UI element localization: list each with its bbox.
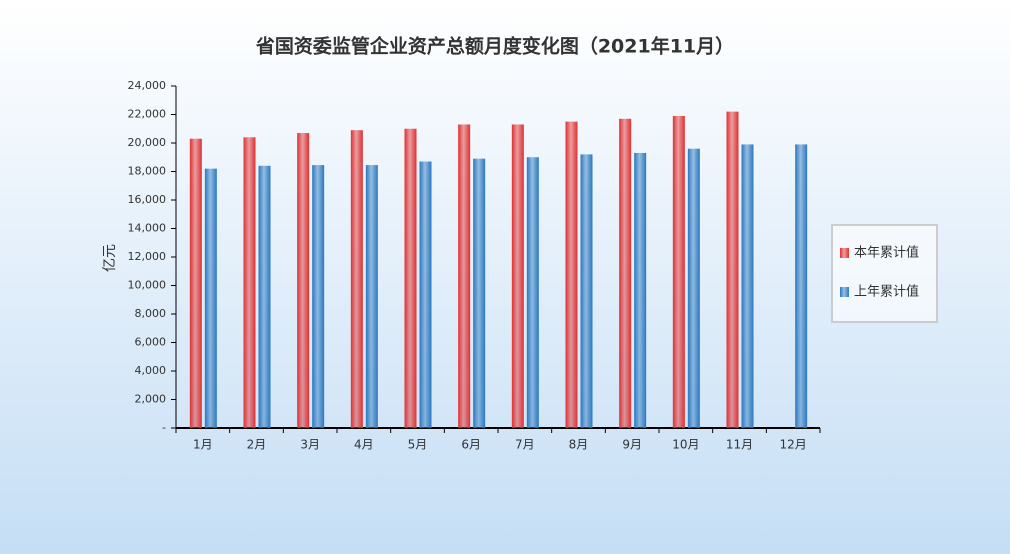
y-tick-label: -: [162, 421, 166, 434]
bar: [687, 148, 700, 428]
y-tick-label: 6,000: [135, 336, 167, 349]
y-axis-label: 亿元: [102, 244, 118, 272]
bar: [189, 138, 202, 428]
y-tick-label: 12,000: [128, 250, 167, 263]
bar: [350, 130, 363, 429]
x-tick-label: 4月: [354, 438, 374, 452]
y-tick-label: 22,000: [128, 108, 167, 121]
x-tick-label: 9月: [622, 438, 642, 452]
x-tick-label: 3月: [300, 438, 320, 452]
bar: [243, 137, 256, 429]
bar: [297, 133, 310, 428]
bar: [672, 115, 685, 429]
bar: [795, 144, 808, 429]
bar: [419, 161, 432, 428]
bar: [726, 111, 739, 429]
y-tick-label: 2,000: [135, 393, 167, 406]
legend-box: [831, 224, 938, 323]
y-tick-label: 14,000: [128, 222, 167, 235]
bar: [312, 165, 325, 428]
bar: [580, 154, 593, 428]
y-tick-label: 20,000: [128, 136, 167, 149]
bar: [634, 152, 647, 428]
bar: [619, 118, 632, 429]
bar: [204, 168, 217, 428]
bar: [404, 128, 417, 428]
x-tick-label: 12月: [780, 438, 807, 452]
bar: [565, 121, 578, 428]
y-tick-label: 4,000: [135, 364, 167, 377]
x-tick-label: 1月: [193, 438, 213, 452]
x-tick-label: 8月: [569, 438, 589, 452]
bar: [458, 124, 471, 428]
bar: [511, 124, 524, 428]
x-tick-label: 5月: [408, 438, 428, 452]
legend-swatch: [840, 248, 849, 258]
bar: [473, 158, 486, 429]
y-tick-label: 16,000: [128, 193, 167, 206]
x-tick-label: 10月: [672, 438, 699, 452]
y-tick-label: 10,000: [128, 279, 167, 292]
x-tick-label: 7月: [515, 438, 535, 452]
legend-label: 上年累计值: [854, 284, 919, 300]
legend-swatch: [840, 287, 849, 297]
y-tick-label: 18,000: [128, 165, 167, 178]
y-tick-label: 24,000: [128, 79, 167, 92]
y-tick-label: 8,000: [135, 307, 167, 320]
x-tick-label: 11月: [726, 438, 753, 452]
bar: [741, 144, 754, 429]
chart-title: 省国资委监管企业资产总额月度变化图（2021年11月）: [255, 35, 734, 58]
legend-label: 本年累计值: [854, 245, 919, 261]
x-tick-label: 6月: [461, 438, 481, 452]
bar: [258, 165, 271, 429]
bar: [365, 165, 378, 428]
bar: [526, 157, 539, 428]
x-tick-label: 2月: [247, 438, 267, 452]
